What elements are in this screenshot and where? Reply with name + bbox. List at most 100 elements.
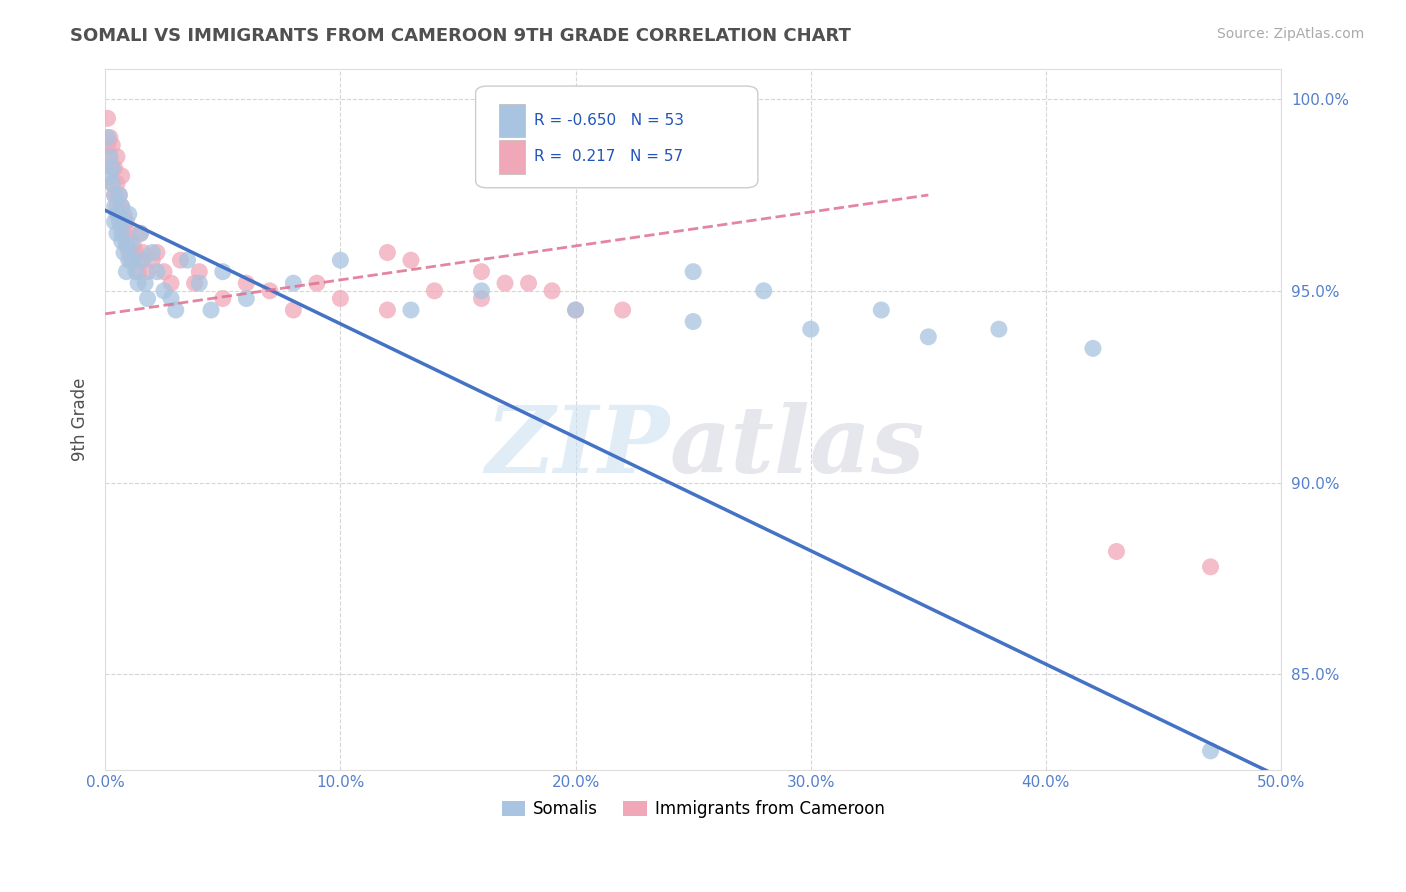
Point [104, 188, 127, 202]
Point [200, 303, 222, 318]
Point [470, 265, 492, 279]
Point [98, 150, 121, 164]
Point [108, 207, 131, 221]
Point [146, 265, 169, 279]
Point [541, 284, 564, 298]
Y-axis label: 9th Grade: 9th Grade [72, 377, 89, 461]
Point [101, 161, 124, 176]
Point [399, 253, 422, 268]
Point [377, 303, 399, 318]
Point [127, 265, 149, 279]
Point [153, 284, 176, 298]
Point [122, 253, 145, 268]
Point [176, 253, 198, 268]
Point [115, 215, 138, 229]
Point [141, 253, 163, 268]
Point [283, 303, 305, 318]
Point [283, 276, 305, 290]
Point [104, 200, 127, 214]
Point [125, 265, 148, 279]
Point [118, 245, 141, 260]
Point [917, 330, 939, 344]
Point [211, 292, 233, 306]
Point [104, 215, 127, 229]
Point [104, 161, 127, 176]
Point [564, 303, 586, 318]
Point [108, 215, 131, 229]
Point [111, 215, 134, 229]
Point [470, 292, 492, 306]
Point [101, 138, 124, 153]
Point [612, 303, 634, 318]
Point [97, 138, 120, 153]
Point [399, 303, 422, 318]
Point [132, 253, 155, 268]
Point [235, 276, 257, 290]
Point [136, 292, 159, 306]
Point [111, 227, 134, 241]
Point [105, 227, 128, 241]
Point [112, 245, 135, 260]
Point [1105, 544, 1128, 558]
Point [134, 276, 156, 290]
Point [136, 265, 159, 279]
Point [111, 200, 134, 214]
Point [129, 253, 152, 268]
Point [305, 276, 328, 290]
Point [127, 276, 149, 290]
Point [377, 245, 399, 260]
Point [122, 237, 145, 252]
Point [101, 161, 124, 176]
Point [211, 265, 233, 279]
FancyBboxPatch shape [475, 86, 758, 188]
Point [169, 253, 191, 268]
Point [101, 177, 124, 191]
Point [108, 188, 131, 202]
Point [118, 227, 141, 241]
Point [1199, 559, 1222, 574]
Point [682, 265, 704, 279]
Text: SOMALI VS IMMIGRANTS FROM CAMEROON 9TH GRADE CORRELATION CHART: SOMALI VS IMMIGRANTS FROM CAMEROON 9TH G… [70, 27, 851, 45]
Text: R = -0.650   N = 53: R = -0.650 N = 53 [534, 113, 685, 128]
Point [1199, 744, 1222, 758]
Point [105, 177, 128, 191]
Point [470, 284, 492, 298]
Point [517, 276, 540, 290]
Point [112, 227, 135, 241]
Point [111, 169, 134, 183]
Point [752, 284, 775, 298]
Point [98, 169, 121, 183]
Point [494, 276, 516, 290]
Point [97, 130, 120, 145]
Point [423, 284, 446, 298]
Point [120, 237, 142, 252]
Point [800, 322, 823, 336]
Legend: Somalis, Immigrants from Cameroon: Somalis, Immigrants from Cameroon [495, 794, 891, 825]
Point [112, 207, 135, 221]
Point [115, 237, 138, 252]
Point [188, 276, 211, 290]
Text: atlas: atlas [669, 402, 925, 492]
Point [188, 265, 211, 279]
Point [1081, 342, 1104, 356]
Point [118, 253, 141, 268]
Point [111, 200, 134, 214]
Point [146, 245, 169, 260]
Point [104, 188, 127, 202]
Point [987, 322, 1010, 336]
Point [118, 207, 141, 221]
Point [125, 245, 148, 260]
Point [111, 234, 134, 248]
Point [101, 177, 124, 191]
Point [870, 303, 893, 318]
Text: ZIP: ZIP [485, 402, 669, 492]
Point [98, 150, 121, 164]
Text: R =  0.217   N = 57: R = 0.217 N = 57 [534, 149, 683, 164]
Point [329, 253, 352, 268]
Point [682, 314, 704, 328]
Point [105, 200, 128, 214]
Point [160, 276, 183, 290]
FancyBboxPatch shape [499, 103, 524, 137]
Text: Source: ZipAtlas.com: Source: ZipAtlas.com [1216, 27, 1364, 41]
Point [129, 227, 152, 241]
